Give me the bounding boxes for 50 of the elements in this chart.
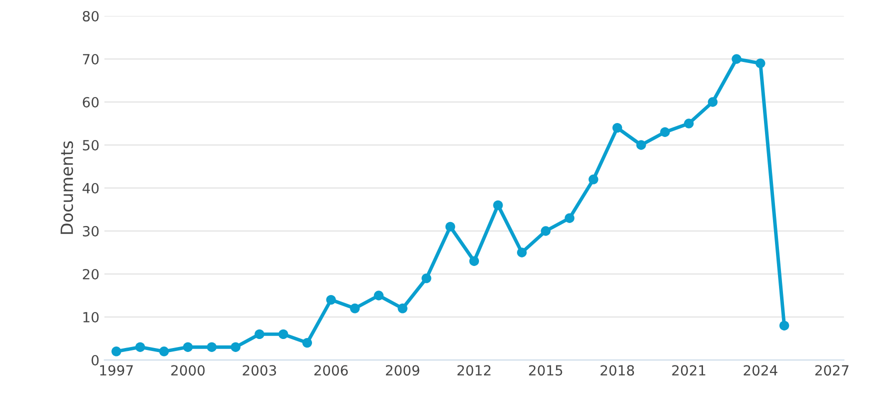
point (135, 342, 146, 352)
point (732, 54, 742, 64)
y-tick-label: 10 (83, 312, 99, 322)
point (779, 320, 790, 330)
point (588, 174, 598, 184)
point (374, 290, 384, 300)
point (350, 304, 360, 314)
point (517, 248, 527, 258)
point (326, 294, 336, 305)
y-axis-title: Documents (60, 141, 74, 234)
point (278, 329, 288, 340)
y-tick-label: 50 (82, 140, 99, 150)
x-tick-label: 2018 (600, 365, 634, 376)
point (708, 97, 718, 107)
point (540, 226, 551, 236)
point (302, 338, 312, 348)
point (445, 222, 456, 232)
point (206, 342, 217, 352)
point (660, 127, 670, 137)
x-tick-label: 2003 (242, 365, 276, 376)
point (159, 346, 169, 356)
point (422, 273, 432, 284)
point (111, 346, 122, 356)
x-tick-label: 2027 (815, 365, 848, 376)
y-tick-label: 30 (82, 226, 99, 236)
x-tick-label: 2012 (457, 365, 490, 376)
point (684, 118, 694, 128)
y-tick-label: 40 (82, 182, 99, 194)
y-tick-label: 80 (82, 10, 99, 22)
point (398, 304, 408, 314)
point (183, 342, 193, 352)
point (612, 122, 622, 133)
point (493, 200, 503, 210)
y-tick-label: 0 (92, 354, 99, 366)
point (230, 342, 240, 352)
point (756, 58, 766, 68)
x-tick-label: 2015 (529, 365, 562, 376)
point (636, 140, 646, 150)
x-tick-label: 2024 (744, 365, 778, 376)
x-tick-label: 2000 (171, 365, 205, 376)
x-tick-label: 2021 (672, 365, 706, 376)
y-tick-label: 70 (83, 54, 99, 64)
y-tick-label: 60 (82, 96, 99, 108)
point (469, 256, 480, 266)
x-tick-label: 2006 (314, 365, 348, 376)
x-tick-label: 2009 (386, 365, 420, 376)
y-tick-label: 20 (82, 268, 99, 280)
x-tick-label: 1997 (100, 365, 133, 376)
point (254, 329, 264, 340)
point (564, 213, 574, 223)
